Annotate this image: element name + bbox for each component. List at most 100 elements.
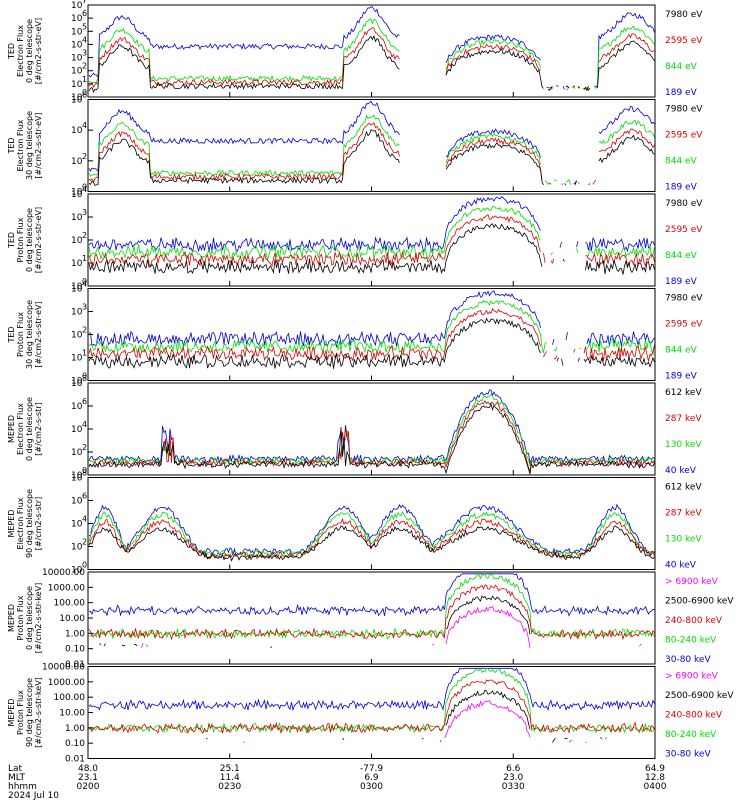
y-axis-label-line: Proton Flux bbox=[16, 595, 25, 640]
y-tick-exponent: 4 bbox=[82, 185, 87, 194]
y-tick-exponent: 0 bbox=[82, 372, 87, 381]
legend-label: 2595 eV bbox=[665, 131, 703, 141]
y-tick-exponent: 1 bbox=[82, 349, 87, 358]
y-tick-label: 10 bbox=[71, 27, 83, 37]
y-tick-label: 10 bbox=[71, 67, 83, 77]
y-tick-label: 10 bbox=[71, 474, 83, 484]
y-axis-label-line: TED bbox=[7, 43, 16, 60]
legend-label: 287 keV bbox=[665, 414, 702, 424]
legend-label: 189 eV bbox=[665, 183, 698, 193]
x-tick-hhmm: 0300 bbox=[360, 782, 383, 792]
y-tick-exponent: 2 bbox=[82, 62, 87, 71]
y-tick-exponent: 2 bbox=[82, 326, 87, 335]
y-tick-exponent: 0 bbox=[82, 88, 87, 97]
y-tick-exponent: 0 bbox=[82, 277, 87, 286]
y-axis-label-line: [#/cm2-s-str-eV] bbox=[34, 207, 43, 273]
legend-label: 130 keV bbox=[665, 440, 702, 450]
y-tick-exponent: 0 bbox=[82, 183, 87, 192]
x-tick-lat: -77.9 bbox=[360, 764, 384, 774]
legend-label: 844 eV bbox=[665, 346, 698, 356]
y-tick-exponent: 8 bbox=[82, 469, 87, 478]
y-tick-label: 10 bbox=[71, 377, 83, 387]
y-axis-label-line: Proton Flux bbox=[16, 217, 25, 262]
y-tick-exponent: 6 bbox=[82, 397, 87, 406]
series-line-4 bbox=[88, 573, 655, 640]
legend-label: 130 keV bbox=[665, 535, 702, 545]
y-tick-exponent: 0 bbox=[82, 561, 87, 570]
x-tick-mlt: 6.9 bbox=[364, 773, 379, 783]
legend-label: 40 keV bbox=[665, 561, 697, 571]
legend-label: > 6900 keV bbox=[665, 672, 719, 682]
series-line-3 bbox=[88, 114, 655, 186]
y-tick-label: 1000.00 bbox=[48, 583, 85, 593]
y-axis-label-line: [#/cm2-s-str] bbox=[34, 497, 43, 550]
y-tick-exponent: 6 bbox=[82, 91, 87, 100]
y-tick-label: 10 bbox=[71, 126, 83, 136]
legend-label: 7980 eV bbox=[665, 199, 703, 209]
series-line-5 bbox=[88, 667, 655, 712]
y-tick-label: 10 bbox=[71, 566, 83, 576]
xrow-label-lat: Lat bbox=[8, 764, 23, 774]
y-tick-label: 1000.00 bbox=[48, 678, 85, 688]
legend-label: 612 keV bbox=[665, 388, 702, 398]
series-line-4 bbox=[88, 389, 655, 465]
series-line-5 bbox=[88, 573, 655, 617]
y-axis-label-line: MEPED bbox=[7, 510, 16, 538]
y-tick-exponent: 5 bbox=[82, 22, 87, 31]
series-line-4 bbox=[88, 100, 655, 185]
y-tick-exponent: 6 bbox=[82, 492, 87, 501]
y-axis-label-line: 0 deg telescope bbox=[25, 586, 34, 650]
x-tick-hhmm: 0200 bbox=[77, 782, 100, 792]
y-tick-label: 10000.00 bbox=[42, 663, 85, 673]
y-axis-label-line: MEPED bbox=[7, 604, 16, 632]
y-axis-label-line: [#/cm2-s-str-eV] bbox=[34, 301, 43, 367]
legend-label: > 6900 keV bbox=[665, 577, 719, 587]
y-tick-exponent: 0 bbox=[82, 466, 87, 475]
y-tick-exponent: 3 bbox=[82, 49, 87, 58]
y-tick-label: 10 bbox=[71, 471, 83, 481]
series-line-2 bbox=[100, 596, 613, 648]
series-line-1 bbox=[88, 223, 655, 275]
y-tick-exponent: 4 bbox=[82, 35, 87, 44]
x-axis-labels: Lat MLT hhmm 2024 Jul 10 bbox=[8, 764, 59, 800]
y-tick-label: 10 bbox=[71, 425, 83, 435]
panel-frame bbox=[87, 4, 656, 98]
series-line-3 bbox=[88, 299, 655, 356]
series-line-3 bbox=[88, 510, 655, 559]
y-axis-label-line: [#/cm2-s-str] bbox=[34, 402, 43, 455]
y-tick-label: 10 bbox=[71, 379, 83, 389]
legend-label: 844 eV bbox=[665, 251, 698, 261]
series-line-3 bbox=[88, 679, 655, 735]
series-line-1 bbox=[88, 317, 655, 369]
y-tick-label: 10.00 bbox=[59, 614, 85, 624]
legend-label: 80-240 keV bbox=[665, 636, 717, 646]
x-tick-hhmm: 0400 bbox=[644, 782, 667, 792]
y-axis-label-line: [#/cm2-s-str-eV] bbox=[34, 18, 43, 84]
legend-label: 30-80 keV bbox=[665, 655, 711, 665]
x-tick-lat: 6.6 bbox=[506, 764, 521, 774]
x-tick-mlt: 12.8 bbox=[645, 773, 665, 783]
panel-7: 0.01 0.10 1.00 10.00 100.00 1000.00 10000.00 ME… bbox=[7, 568, 734, 670]
y-tick-exponent: 1 bbox=[82, 75, 87, 84]
legend-label: 189 eV bbox=[665, 277, 698, 287]
y-tick-label: 10 bbox=[71, 497, 83, 507]
series-line-3 bbox=[88, 206, 655, 262]
panel-8: 0.01 0.10 1.00 10.00 100.00 1000.00 10000.00 ME… bbox=[7, 663, 734, 765]
panel-frame bbox=[87, 99, 656, 192]
y-tick-label: 10 bbox=[71, 236, 83, 246]
y-tick-label: 10 bbox=[71, 54, 83, 64]
y-tick-label: 10 bbox=[71, 96, 83, 106]
y-tick-label: 10 bbox=[71, 190, 83, 200]
series-line-2 bbox=[206, 690, 655, 743]
y-axis-label-line: 30 deg telescope bbox=[25, 111, 34, 180]
xrow-label-hhmm: hhmm bbox=[8, 782, 37, 792]
legend-label: 2500-6900 keV bbox=[665, 597, 734, 607]
series-line-4 bbox=[88, 290, 655, 348]
y-axis-label-line: Electron Flux bbox=[16, 119, 25, 171]
series-line-1 bbox=[88, 525, 655, 562]
y-tick-label: 10 bbox=[71, 40, 83, 50]
